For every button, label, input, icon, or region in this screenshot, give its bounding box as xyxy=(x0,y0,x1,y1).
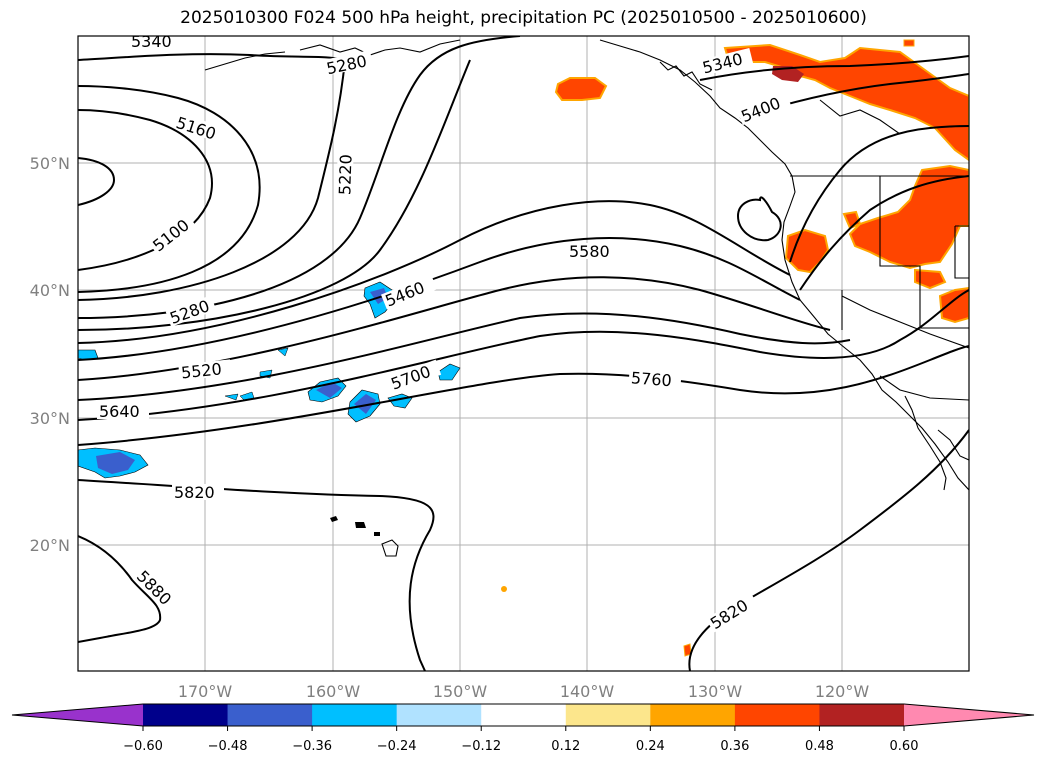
colorbar-segment xyxy=(819,704,905,726)
negative-precip-areas xyxy=(78,281,461,479)
colorbar-segment xyxy=(227,704,313,726)
colorbar-tick-label: −0.24 xyxy=(377,739,417,754)
contour-label-5520: 5520 xyxy=(180,359,222,382)
latitude-labels: 50°N 40°N 30°N 20°N xyxy=(30,154,70,555)
colorbar-segment xyxy=(396,704,482,726)
contour-label-5760: 5760 xyxy=(630,368,672,390)
map-area xyxy=(78,36,969,671)
lon-label-120w: 120°W xyxy=(815,682,870,701)
colorbar-ticks: −0.60 −0.48 −0.36 −0.24 −0.12 0.12 0.24 0.36 0.4… xyxy=(123,726,918,754)
lat-label-50n: 50°N xyxy=(30,154,70,173)
map-title: 2025010300 F024 500 hPa height, precipit… xyxy=(180,8,867,28)
colorbar-segment xyxy=(143,704,229,726)
contour-label-5640: 5640 xyxy=(99,402,140,421)
lon-label-160w: 160°W xyxy=(306,682,361,701)
colorbar-tick-label: 0.60 xyxy=(890,739,919,754)
colorbar-segment xyxy=(650,704,736,726)
lat-label-30n: 30°N xyxy=(30,409,70,428)
colorbar-tick-label: 0.12 xyxy=(551,739,580,754)
colorbar-segment xyxy=(565,704,651,726)
colorbar-extend-low xyxy=(12,704,143,726)
hawaii-islands xyxy=(330,516,380,536)
contour-label-5580: 5580 xyxy=(569,242,610,261)
lon-label-140w: 140°W xyxy=(560,682,615,701)
colorbar-extend-high xyxy=(904,704,1034,726)
colorbar-tick-label: −0.48 xyxy=(208,739,248,754)
longitude-labels: 170°W 160°W 150°W 140°W 130°W 120°W xyxy=(178,682,870,701)
hawaii-big-island xyxy=(381,539,399,557)
lon-label-130w: 130°W xyxy=(688,682,743,701)
colorbar-tick-label: 0.36 xyxy=(720,739,749,754)
colorbar: −0.60 −0.48 −0.36 −0.24 −0.12 0.12 0.24 0.36 0.4… xyxy=(11,703,1035,754)
coastlines xyxy=(204,39,969,491)
colorbar-segment xyxy=(734,704,820,726)
contour-label-5820-west: 5820 xyxy=(174,483,215,502)
map-frame xyxy=(77,35,970,672)
colorbar-outline xyxy=(11,703,1035,727)
contour-label-5220: 5220 xyxy=(335,154,355,195)
colorbar-tick-label: −0.36 xyxy=(292,739,332,754)
height-contours xyxy=(78,36,969,671)
lat-label-40n: 40°N xyxy=(30,281,70,300)
colorbar-segments xyxy=(12,704,1034,726)
colorbar-segment xyxy=(312,704,398,726)
lon-label-150w: 150°W xyxy=(433,682,488,701)
colorbar-tick-label: 0.24 xyxy=(636,739,665,754)
colorbar-segment xyxy=(481,704,567,726)
gridlines xyxy=(78,36,969,671)
colorbar-tick-label: −0.60 xyxy=(123,739,163,754)
lat-label-20n: 20°N xyxy=(30,536,70,555)
lon-label-170w: 170°W xyxy=(178,682,233,701)
contour-label-5340: 5340 xyxy=(131,32,172,51)
colorbar-tick-label: −0.12 xyxy=(461,739,501,754)
colorbar-tick-label: 0.48 xyxy=(805,739,834,754)
